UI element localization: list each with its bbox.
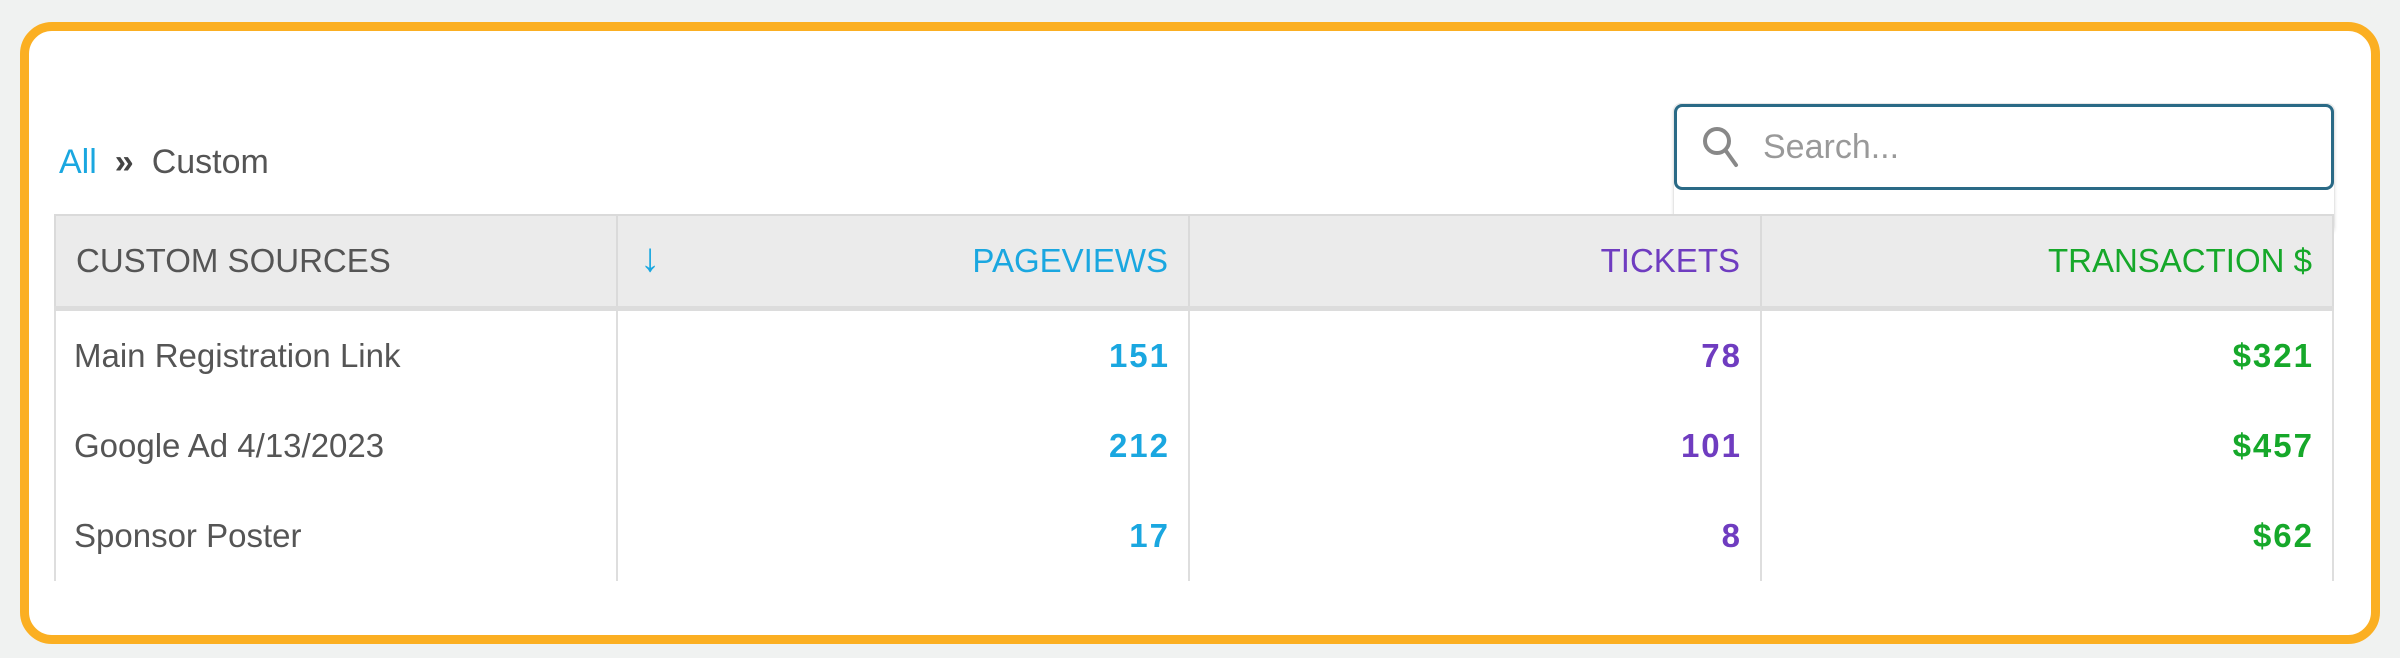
search-input[interactable] [1761, 126, 2305, 168]
breadcrumb-separator: » [114, 143, 134, 181]
breadcrumb-all-link[interactable]: All [59, 143, 97, 181]
source-name: Google Ad 4/13/2023 [54, 401, 618, 491]
tickets-value: 101 [1189, 401, 1762, 491]
tickets-value: 78 [1189, 308, 1762, 401]
search-container [1673, 103, 2335, 233]
transaction-value: $62 [1761, 491, 2334, 581]
arrow-down-icon[interactable]: ↓ [640, 236, 660, 280]
table-header-row: CUSTOM SOURCES ↓ PAGEVIEWS TICKETS TRANS… [54, 214, 2334, 311]
tickets-value: 8 [1189, 491, 1762, 581]
table-row[interactable]: Google Ad 4/13/2023 212 101 $457 [54, 401, 2334, 491]
breadcrumb-current: Custom [151, 143, 269, 181]
custom-sources-card: All » Custom CUSTOM SOURCES ↓ PAGEVIEWS … [20, 22, 2380, 644]
header-custom-sources[interactable]: CUSTOM SOURCES [54, 214, 618, 311]
pageviews-value: 151 [617, 308, 1190, 401]
pageviews-value: 17 [617, 491, 1190, 581]
search-icon [1703, 127, 1738, 167]
transaction-value: $457 [1761, 401, 2334, 491]
custom-sources-table: CUSTOM SOURCES ↓ PAGEVIEWS TICKETS TRANS… [54, 214, 2334, 581]
transaction-value: $321 [1761, 308, 2334, 401]
header-tickets[interactable]: TICKETS [1189, 214, 1762, 311]
breadcrumb: All » Custom [59, 143, 269, 182]
table-row[interactable]: Main Registration Link 151 78 $321 [54, 308, 2334, 401]
pageviews-value: 212 [617, 401, 1190, 491]
table-row[interactable]: Sponsor Poster 17 8 $62 [54, 491, 2334, 581]
source-name: Sponsor Poster [54, 491, 618, 581]
header-pageviews[interactable]: ↓ PAGEVIEWS [617, 214, 1190, 311]
search-box[interactable] [1674, 104, 2334, 190]
source-name: Main Registration Link [54, 308, 618, 401]
header-transaction[interactable]: TRANSACTION $ [1761, 214, 2334, 311]
header-pageviews-label: PAGEVIEWS [972, 242, 1168, 279]
